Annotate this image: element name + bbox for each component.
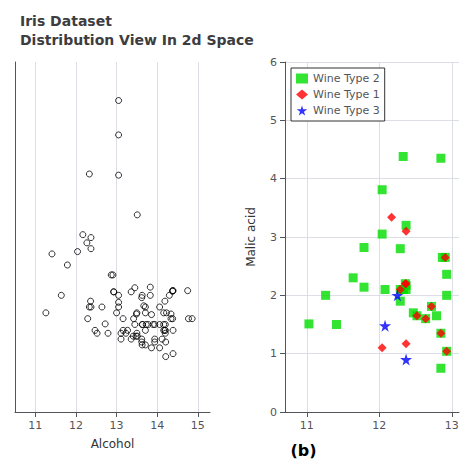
svg-text:12: 12 [69,419,83,432]
svg-text:15: 15 [191,419,205,432]
svg-text:Alcohol: Alcohol [91,437,135,451]
svg-text:11: 11 [300,419,314,432]
svg-text:1: 1 [270,347,277,360]
svg-text:5: 5 [270,114,277,127]
svg-text:13: 13 [110,419,124,432]
svg-text:Wine Type 2: Wine Type 2 [313,72,380,85]
svg-text:(b): (b) [290,441,316,460]
svg-text:6: 6 [270,56,277,69]
svg-text:11: 11 [28,419,42,432]
svg-text:14: 14 [150,419,164,432]
svg-text:Distribution View In 2d Space: Distribution View In 2d Space [20,32,254,48]
svg-text:13: 13 [445,419,459,432]
svg-text:2: 2 [270,289,277,302]
svg-text:Wine Type 3: Wine Type 3 [313,104,380,117]
svg-text:Wine Type 1: Wine Type 1 [313,88,380,101]
svg-text:0: 0 [270,406,277,419]
svg-text:12: 12 [372,419,386,432]
svg-text:3: 3 [270,231,277,244]
svg-text:4: 4 [270,172,277,185]
svg-text:Malic acid: Malic acid [244,207,258,267]
svg-text:Iris Dataset: Iris Dataset [20,13,112,29]
